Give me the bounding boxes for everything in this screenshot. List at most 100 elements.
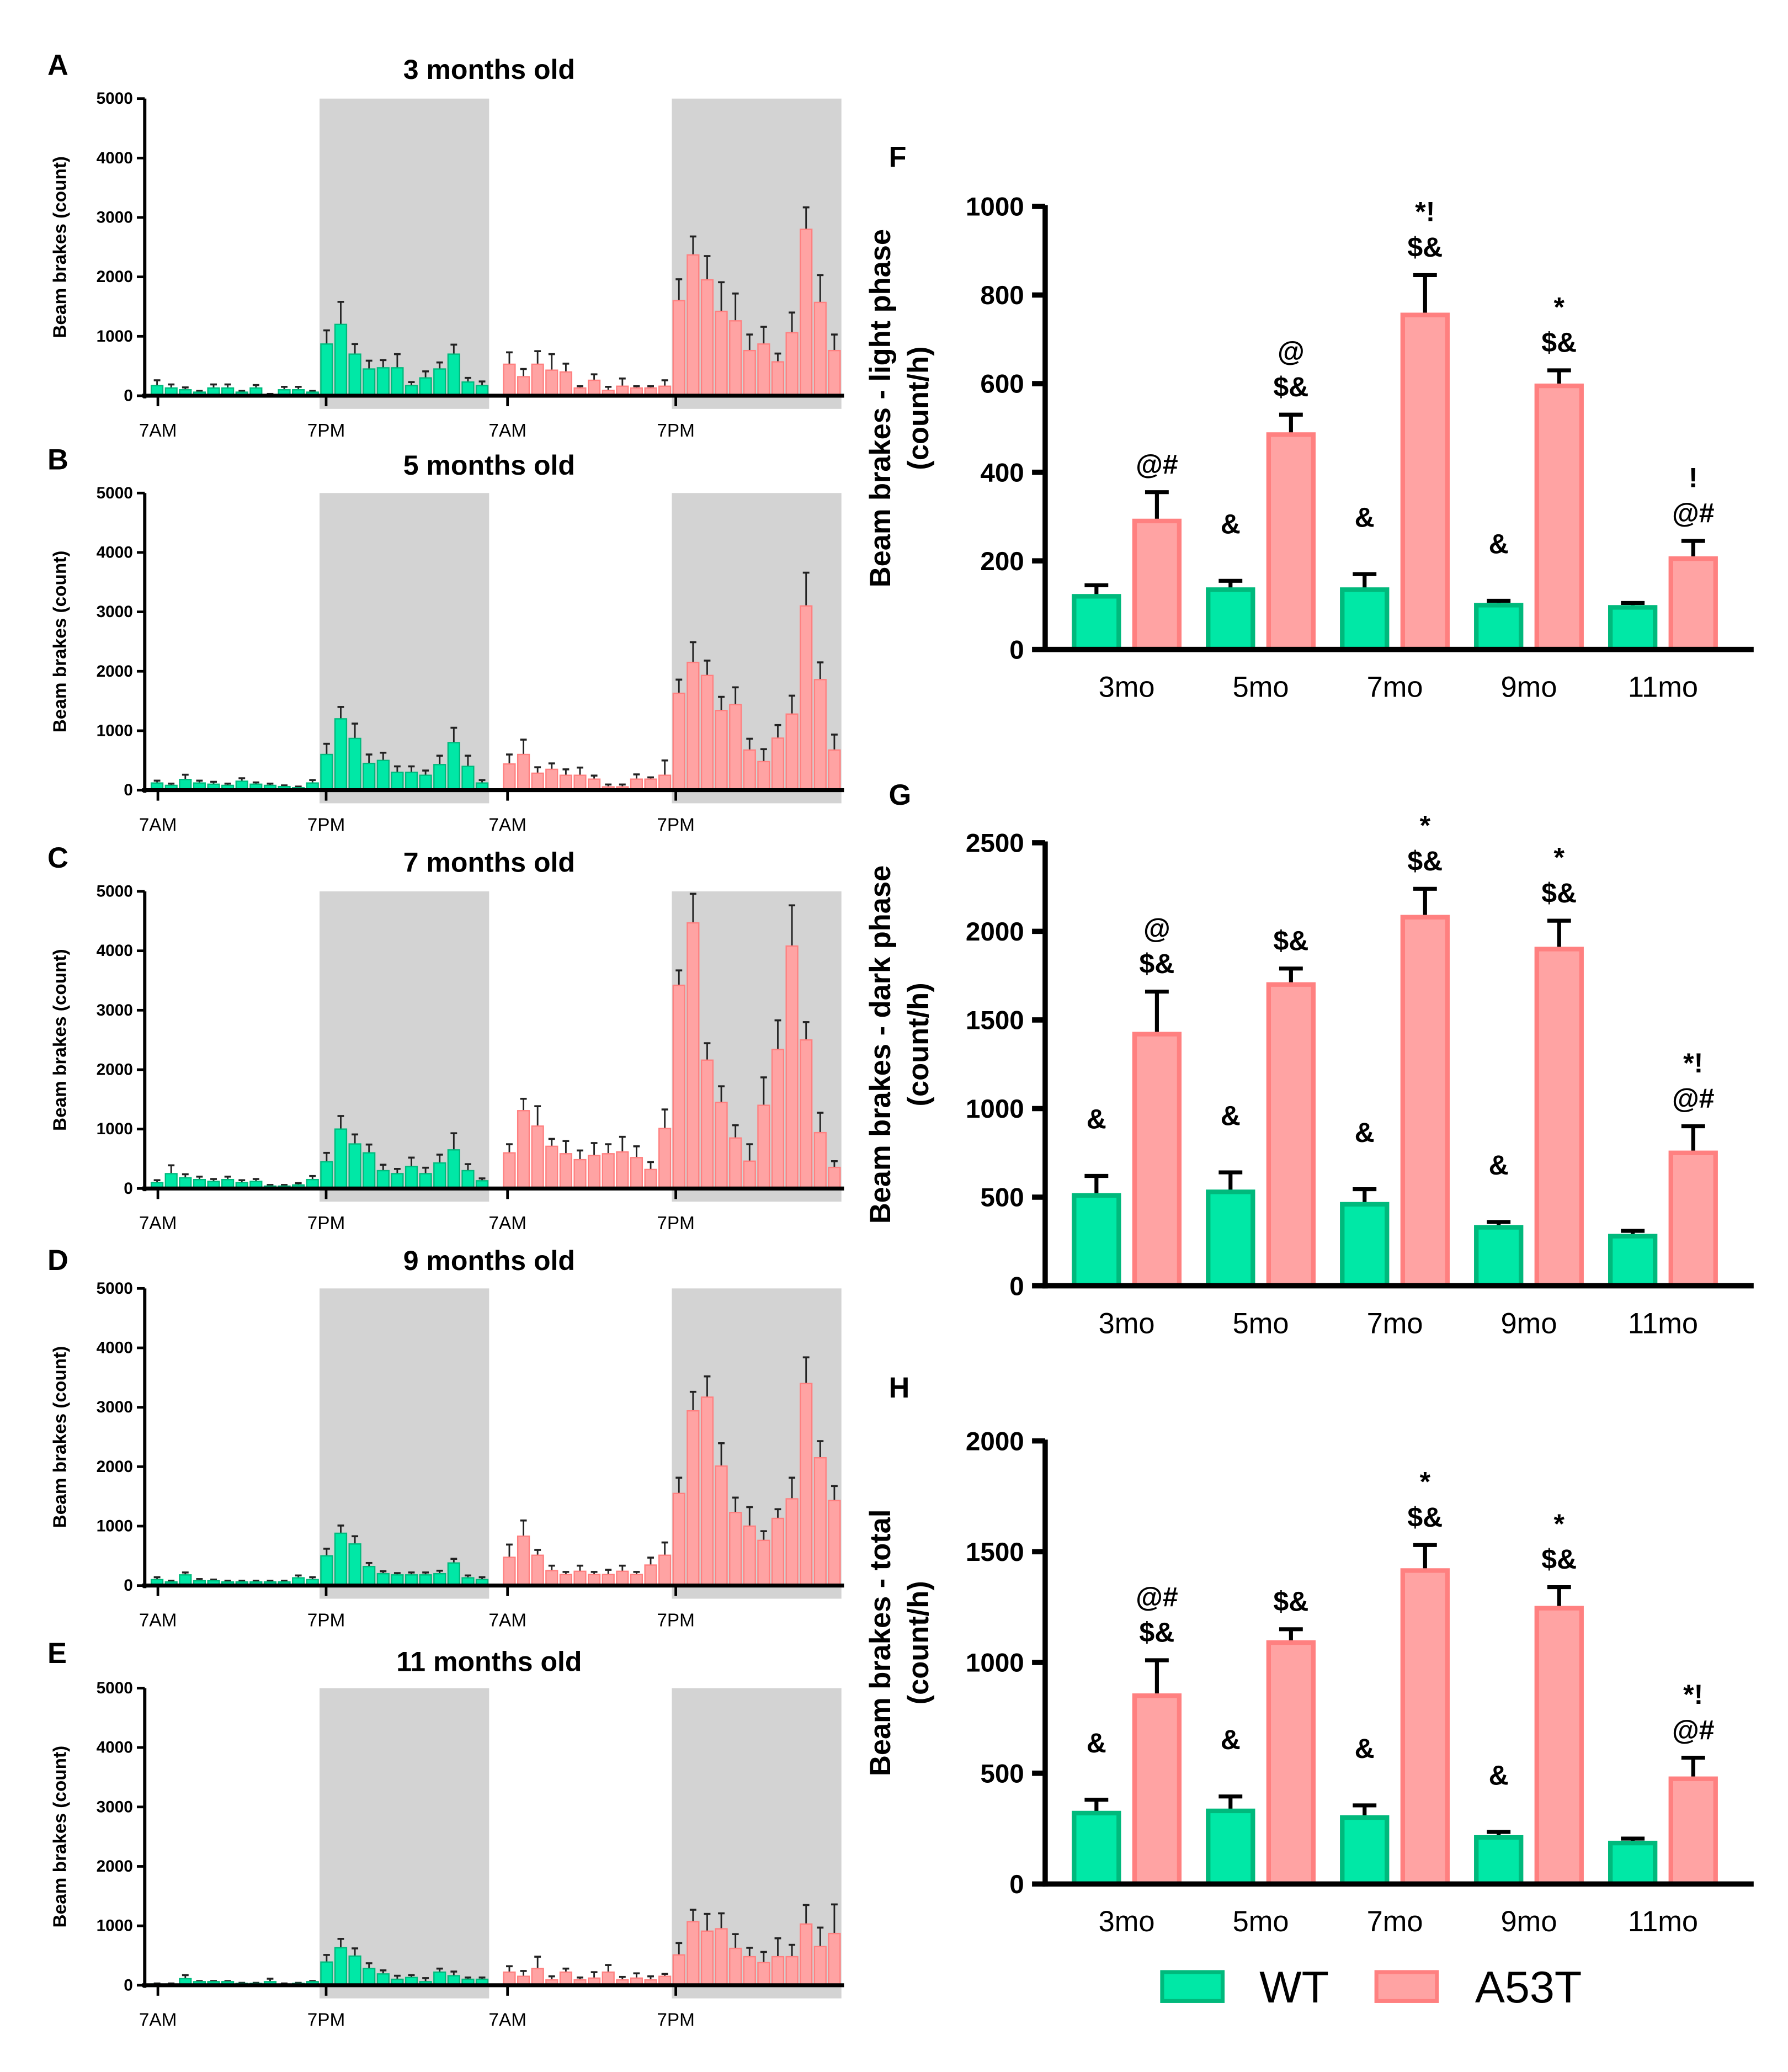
x-tick-label: 7AM — [488, 815, 526, 835]
wt-bar — [363, 1566, 376, 1586]
a53t-bar — [503, 1152, 516, 1189]
legend-label-a53t: A53T — [1475, 1963, 1582, 2012]
significance-annotation: * — [1420, 810, 1431, 841]
a53t-bar — [531, 1125, 544, 1189]
a53t-bar — [729, 320, 742, 397]
wt-bar — [433, 1162, 446, 1189]
x-tick-label: 7AM — [139, 815, 177, 835]
a53t-bar — [771, 1517, 785, 1586]
significance-annotation: $& — [1139, 948, 1174, 979]
significance-annotation: $& — [1273, 371, 1308, 402]
x-tick-label: 7mo — [1367, 1906, 1423, 1938]
a53t-bar — [545, 369, 558, 397]
wt-bar — [1474, 1835, 1524, 1887]
wt-bar — [348, 737, 361, 791]
a53t-bar — [743, 1956, 756, 1986]
wt-bar — [391, 367, 404, 397]
x-tick-label: 9mo — [1501, 1906, 1557, 1938]
y-tick-label: 1500 — [966, 1538, 1024, 1567]
dark-phase-shading — [672, 98, 842, 409]
a53t-bar — [715, 1928, 728, 1986]
significance-annotation: $& — [1541, 878, 1577, 909]
a53t-bar — [503, 763, 516, 791]
wt-bar — [405, 772, 418, 791]
wt-bar — [433, 368, 446, 397]
panel-letter: C — [47, 842, 68, 874]
significance-annotation: $& — [1273, 925, 1308, 956]
a53t-bar — [1266, 982, 1316, 1288]
a53t-bar — [715, 310, 728, 397]
wt-bar — [363, 368, 376, 397]
wt-bar — [447, 742, 460, 791]
a53t-bar — [672, 984, 685, 1189]
panel-title: 5 months old — [403, 450, 575, 481]
significance-annotation: @# — [1672, 1083, 1715, 1114]
a53t-bar — [687, 1410, 700, 1586]
significance-annotation: & — [1087, 1104, 1106, 1135]
wt-bar — [461, 766, 475, 791]
a53t-bar — [743, 1160, 756, 1189]
a53t-bar — [687, 1921, 700, 1986]
significance-annotation: *! — [1683, 1679, 1703, 1710]
a53t-bar — [700, 1930, 714, 1986]
a53t-bar — [559, 1153, 573, 1189]
x-tick-label: 7AM — [488, 1213, 526, 1234]
a53t-bar — [771, 361, 785, 397]
wt-bar — [1340, 1202, 1390, 1288]
significance-annotation: & — [1221, 509, 1241, 540]
y-axis-label: Beam brakes (count) — [50, 1346, 70, 1528]
significance-annotation: & — [1355, 1117, 1375, 1148]
y-tick-label: 3000 — [97, 603, 133, 621]
y-tick-label: 500 — [980, 1759, 1024, 1788]
panel-d: 0 1000 2000 3000 4000 5000 7AM 7PM 7AM 7PM Beam br… — [47, 1245, 844, 1631]
a53t-bar — [687, 922, 700, 1189]
y-axis-label: Beam brakes (count) — [50, 551, 70, 733]
significance-annotation: * — [1554, 291, 1565, 322]
a53t-bar — [715, 1102, 728, 1189]
panel-h: & @# $& 3mo & $& 5mo & * $& 7mo & * $& 9mo *! @# 11mo 0 500… — [865, 1372, 1754, 1938]
wt-bar — [348, 1143, 361, 1189]
y-tick-label: 200 — [980, 547, 1024, 576]
a53t-bar — [729, 1137, 742, 1189]
significance-annotation: @# — [1136, 449, 1178, 480]
significance-annotation: ! — [1689, 462, 1698, 493]
significance-annotation: @ — [1278, 336, 1305, 367]
wt-bar — [376, 367, 390, 397]
significance-annotation: @ — [1143, 913, 1170, 944]
significance-annotation: *! — [1683, 1048, 1703, 1078]
wt-bar — [1608, 1234, 1658, 1288]
wt-bar — [1072, 1193, 1121, 1288]
a53t-bar — [729, 1512, 742, 1586]
y-tick-label: 0 — [124, 1976, 133, 1994]
wt-bar — [1072, 594, 1121, 652]
x-tick-label: 7PM — [657, 1213, 695, 1234]
wt-bar — [419, 774, 432, 791]
a53t-bar — [573, 774, 587, 791]
a53t-bar — [757, 343, 770, 397]
wt-bar — [164, 1173, 178, 1189]
x-tick-label: 3mo — [1099, 1906, 1155, 1938]
significance-annotation: @# — [1672, 498, 1715, 529]
a53t-bar — [658, 774, 672, 791]
a53t-bar — [1668, 556, 1718, 652]
x-tick-label: 5mo — [1233, 671, 1289, 703]
a53t-bar — [800, 1039, 813, 1189]
y-tick-label: 1000 — [97, 327, 133, 346]
wt-bar — [320, 1961, 333, 1986]
a53t-bar — [545, 768, 558, 791]
panel-c: 0 1000 2000 3000 4000 5000 7AM 7PM 7AM 7PM Beam br… — [47, 842, 844, 1234]
y-tick-label: 0 — [124, 1576, 133, 1595]
a53t-bar — [757, 1104, 770, 1189]
a53t-bar — [785, 945, 799, 1189]
wt-bar — [1608, 605, 1658, 652]
y-tick-label: 2000 — [97, 1061, 133, 1079]
significance-annotation: $& — [1139, 1617, 1174, 1648]
a53t-bar — [1266, 432, 1316, 652]
a53t-bar — [644, 1564, 657, 1586]
significance-annotation: $& — [1407, 846, 1443, 876]
y-tick-label: 1500 — [966, 1006, 1024, 1035]
y-tick-label: 2000 — [97, 1458, 133, 1476]
a53t-bar — [700, 674, 714, 791]
significance-annotation: $& — [1407, 232, 1443, 263]
dark-phase-shading — [320, 493, 489, 804]
